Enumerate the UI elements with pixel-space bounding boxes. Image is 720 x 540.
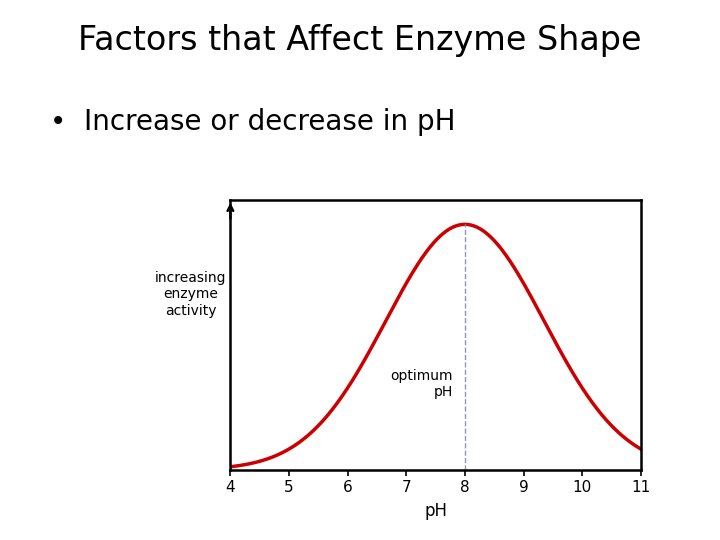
X-axis label: pH: pH: [424, 502, 447, 520]
Text: •  Increase or decrease in pH: • Increase or decrease in pH: [50, 108, 456, 136]
Text: optimum
pH: optimum pH: [391, 369, 453, 399]
Text: Factors that Affect Enzyme Shape: Factors that Affect Enzyme Shape: [78, 24, 642, 57]
Text: increasing
enzyme
activity: increasing enzyme activity: [155, 271, 226, 318]
